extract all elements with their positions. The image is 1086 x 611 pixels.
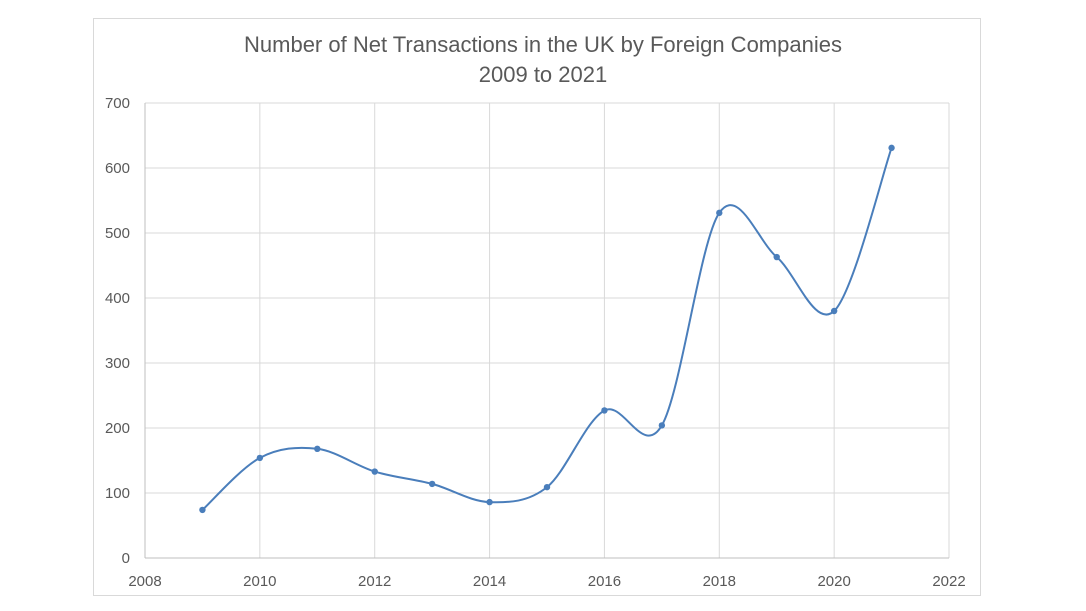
y-tick-label: 0 [122, 550, 130, 567]
series-line [201, 147, 893, 511]
tick-labels: 0 100 200 300 400 500 600 700 2008 2010 2012 2014 20… [105, 95, 966, 590]
data-point [773, 253, 780, 261]
y-tick-label: 200 [105, 420, 130, 437]
data-point [543, 483, 551, 491]
data-point [371, 468, 378, 475]
y-tick-label: 300 [105, 355, 130, 372]
data-point [199, 506, 206, 514]
x-tick-label: 2018 [703, 573, 736, 590]
y-tick-label: 400 [105, 290, 130, 307]
data-point [888, 144, 895, 152]
chart-title-block: Number of Net Transactions in the UK by … [0, 30, 1086, 90]
y-tick-label: 700 [105, 95, 130, 112]
chart-subtitle: 2009 to 2021 [478, 62, 608, 87]
x-tick-label: 2016 [588, 573, 621, 590]
x-tick-label: 2012 [358, 573, 391, 590]
data-point [716, 209, 723, 217]
x-tick-label: 2008 [128, 573, 161, 590]
data-point [314, 445, 321, 452]
data-point [486, 498, 493, 506]
gridlines [145, 102, 950, 558]
x-tick-label: 2022 [932, 573, 965, 590]
data-point [830, 307, 838, 315]
x-tick-label: 2020 [817, 573, 850, 590]
data-point [256, 454, 264, 462]
data-point [601, 407, 608, 414]
series-layer [199, 144, 895, 514]
chart-title: Number of Net Transactions in the UK by … [244, 32, 842, 57]
y-tick-label: 500 [105, 225, 130, 242]
x-tick-label: 2014 [473, 573, 506, 590]
x-tick-label: 2010 [243, 573, 276, 590]
chart-frame [93, 18, 981, 596]
y-tick-label: 600 [105, 160, 130, 177]
axes [144, 103, 949, 559]
data-point [428, 480, 436, 488]
data-point [658, 422, 666, 429]
y-tick-label: 100 [105, 485, 130, 502]
